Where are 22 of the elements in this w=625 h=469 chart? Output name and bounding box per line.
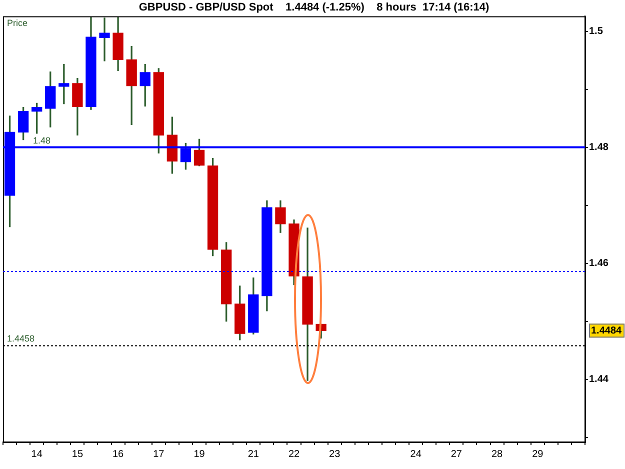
x-tick-label: 27 bbox=[450, 448, 462, 460]
x-tick-label: 29 bbox=[532, 448, 544, 460]
y-tick-label: 1.46 bbox=[589, 258, 609, 270]
x-tick-label: 22 bbox=[288, 448, 300, 460]
candlestick bbox=[99, 18, 110, 62]
annotation: Price bbox=[7, 18, 28, 28]
x-tick-label: 16 bbox=[112, 448, 124, 460]
x-tick-label: 28 bbox=[491, 448, 504, 460]
x-tick-label: 15 bbox=[72, 448, 84, 460]
x-tick-label: 21 bbox=[248, 448, 260, 460]
text: 1.4484 bbox=[591, 325, 622, 336]
x-tick-label: 14 bbox=[31, 448, 43, 460]
ref-line-label: 1.48 bbox=[33, 135, 51, 146]
x-tick-label: 23 bbox=[329, 448, 341, 460]
x-tick-label: 19 bbox=[194, 448, 206, 460]
ref-line-label: 1.4458 bbox=[7, 334, 35, 344]
y-tick-label: 1.44 bbox=[589, 374, 609, 386]
x-tick-label: 17 bbox=[153, 448, 165, 460]
y-tick-label: 1.48 bbox=[589, 142, 609, 154]
chart-title: GBPUSD - GBP/USD Spot 1.4484 (-1.25%) 8 hours 17:14 (16:14) bbox=[138, 2, 490, 14]
x-tick-label: 24 bbox=[410, 448, 422, 460]
y-tick-label: 1.5 bbox=[589, 26, 604, 38]
